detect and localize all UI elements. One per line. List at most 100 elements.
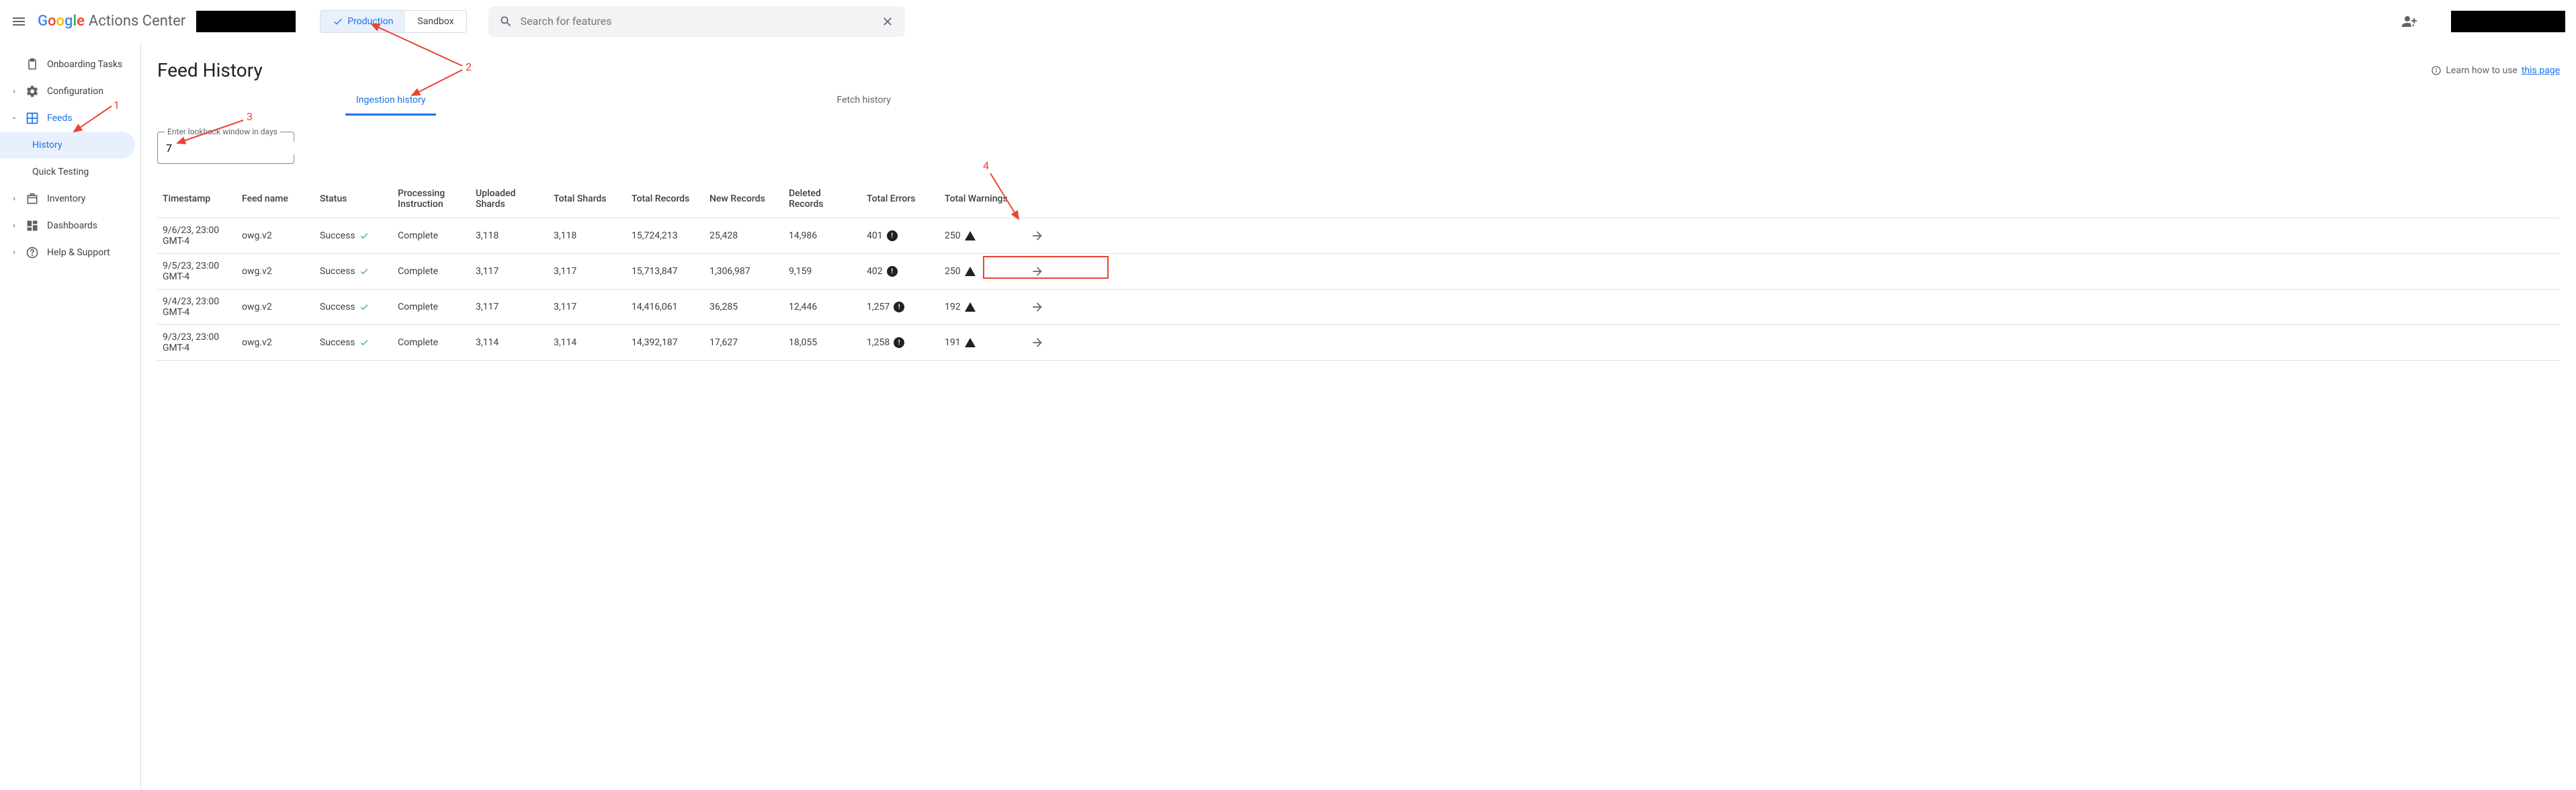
row-action[interactable] [1017,229,1058,243]
redacted-block-right [2451,11,2565,32]
cell-totalshards: 3,114 [548,337,626,348]
col-header-totalshards: Total Shards [548,193,626,204]
highlight-box [983,256,1109,279]
cell-uploaded: 3,118 [470,230,548,241]
gear-icon [26,85,39,98]
cell-newrecords: 17,627 [704,337,783,348]
cell-feedname: owg.v2 [237,230,314,241]
col-header-deleted: Deleted Records [783,188,861,210]
sidebar-item-configuration[interactable]: Configuration [0,78,135,105]
env-tabs: Production Sandbox [320,10,466,33]
warning-icon [965,231,976,240]
lookback-input[interactable] [166,142,302,155]
cell-feedname: owg.v2 [237,337,314,348]
cell-deleted: 9,159 [783,266,861,277]
table-row: 9/5/23, 23:00 GMT-4 owg.v2 Success Compl… [157,254,2560,290]
col-header-processing: Processing Instruction [392,188,470,210]
sidebar-subitem-label: History [32,140,62,150]
warning-icon [965,302,976,312]
sidebar-item-feeds[interactable]: Feeds [0,105,135,132]
dashboard-icon [26,219,39,232]
search-bar[interactable] [488,6,905,37]
cell-deleted: 12,446 [783,302,861,312]
sidebar-item-dashboards[interactable]: Dashboards [0,212,135,239]
menu-icon[interactable] [11,13,27,30]
info-icon [2431,65,2442,76]
cell-processing: Complete [392,302,470,312]
cell-errors: 401 ! [861,230,939,241]
check-icon [359,302,369,312]
row-action[interactable] [1017,300,1058,314]
cell-status: Success [314,230,392,241]
sidebar-item-label: Dashboards [47,220,97,231]
check-icon [333,16,343,27]
warning-icon [965,267,976,276]
chevron-right-icon [11,249,17,256]
lookback-label: Enter lookback window in days [165,127,280,136]
cell-deleted: 14,986 [783,230,861,241]
error-icon: ! [894,302,904,312]
inventory-icon [26,192,39,206]
cell-totalshards: 3,118 [548,230,626,241]
clipboard-icon [26,58,39,71]
sidebar-subitem-quick-testing[interactable]: Quick Testing [0,159,135,185]
cell-feedname: owg.v2 [237,302,314,312]
chevron-right-icon [11,222,17,229]
search-input[interactable] [521,15,873,28]
warning-icon [965,338,976,347]
env-tab-sandbox[interactable]: Sandbox [405,11,466,32]
cell-timestamp: 9/6/23, 23:00 GMT-4 [157,225,237,247]
env-tab-production[interactable]: Production [320,11,405,32]
cell-totalshards: 3,117 [548,302,626,312]
env-tab-sandbox-label: Sandbox [417,16,454,27]
cell-status: Success [314,337,392,348]
table-row: 9/6/23, 23:00 GMT-4 owg.v2 Success Compl… [157,218,2560,254]
cell-totalrecords: 15,713,847 [626,266,704,277]
col-header-totalrecords: Total Records [626,193,704,204]
table-header: Timestamp Feed name Status Processing In… [157,180,2560,218]
person-add-icon[interactable] [2401,13,2417,30]
arrow-right-icon [1031,229,1044,243]
cell-uploaded: 3,114 [470,337,548,348]
feed-history-table: Timestamp Feed name Status Processing In… [157,180,2560,361]
chevron-right-icon [11,195,17,202]
logo[interactable]: Google Actions Center [38,13,185,30]
sidebar-item-label: Configuration [47,86,103,97]
error-icon: ! [894,337,904,348]
error-icon: ! [887,266,898,277]
cell-warnings: 250 [939,230,1017,241]
cell-processing: Complete [392,230,470,241]
sidebar-item-onboarding[interactable]: Onboarding Tasks [0,51,135,78]
learn-text: Learn how to use [2446,65,2517,76]
cell-newrecords: 36,285 [704,302,783,312]
col-header-timestamp: Timestamp [157,193,237,204]
check-icon [359,267,369,276]
col-header-warnings: Total Warnings [939,193,1017,204]
col-header-errors: Total Errors [861,193,939,204]
check-icon [359,231,369,240]
sidebar-subitem-history[interactable]: History [0,132,135,159]
google-logo: Google [38,13,85,30]
cell-totalrecords: 14,392,187 [626,337,704,348]
col-header-newrecords: New Records [704,193,783,204]
sidebar-item-label: Onboarding Tasks [47,59,122,70]
cell-status: Success [314,266,392,277]
chevron-down-icon [11,115,17,122]
sidebar-item-inventory[interactable]: Inventory [0,185,135,212]
cell-uploaded: 3,117 [470,302,548,312]
cell-totalrecords: 14,416,061 [626,302,704,312]
clear-icon[interactable] [881,15,894,28]
learn-page-link[interactable]: this page [2522,65,2560,76]
cell-warnings: 192 [939,302,1017,312]
cell-newrecords: 25,428 [704,230,783,241]
sidebar-item-help[interactable]: Help & Support [0,239,135,266]
cell-processing: Complete [392,266,470,277]
search-icon [499,15,513,28]
row-action[interactable] [1017,336,1058,349]
tab-ingestion[interactable]: Ingestion history [345,87,436,116]
tab-fetch[interactable]: Fetch history [826,87,901,116]
cell-timestamp: 9/3/23, 23:00 GMT-4 [157,332,237,353]
sidebar-subitem-label: Quick Testing [32,167,89,177]
main-content: Feed History Learn how to use this page … [141,43,2576,790]
table-row: 9/3/23, 23:00 GMT-4 owg.v2 Success Compl… [157,325,2560,361]
